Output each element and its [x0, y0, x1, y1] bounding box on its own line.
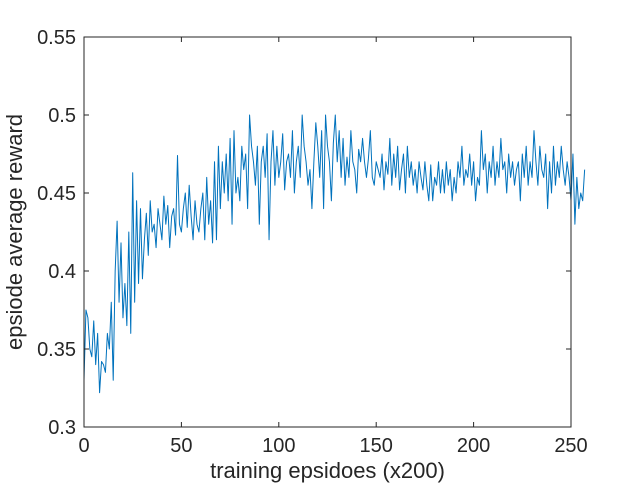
- x-axis-ticks: 0 50 100 150 200 250: [78, 37, 588, 457]
- y-tick-label: 0.45: [37, 183, 76, 205]
- y-tick-label: 0.3: [48, 417, 76, 439]
- x-tick-label: 50: [170, 435, 192, 457]
- y-tick-label: 0.55: [37, 27, 76, 49]
- plot-background: [84, 37, 571, 427]
- y-axis-label: epsiode average reward: [2, 114, 27, 350]
- y-tick-label: 0.35: [37, 339, 76, 361]
- series-layer: [83, 114, 586, 394]
- series-line: [83, 114, 586, 394]
- y-tick-label: 0.5: [48, 105, 76, 127]
- plot-frame: [83, 36, 572, 428]
- x-tick-label: 0: [78, 435, 89, 457]
- x-tick-label: 100: [262, 435, 295, 457]
- y-tick-label: 0.4: [48, 261, 76, 283]
- x-tick-label: 150: [360, 435, 393, 457]
- x-tick-label: 250: [554, 435, 587, 457]
- x-axis-label: training epsidoes (x200): [210, 458, 445, 483]
- x-tick-label: 200: [457, 435, 490, 457]
